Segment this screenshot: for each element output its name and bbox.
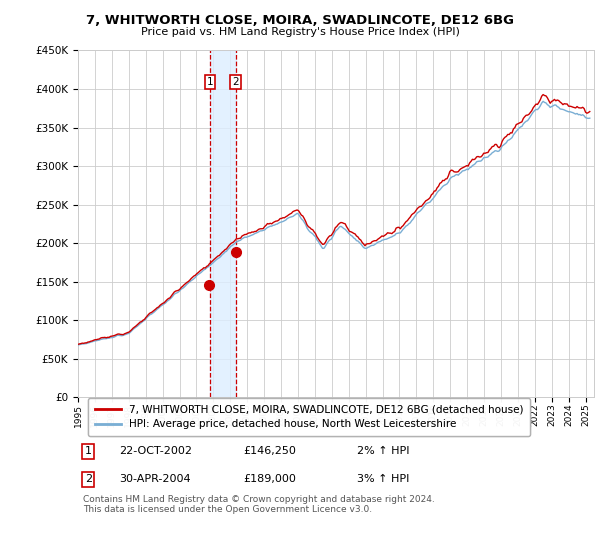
Text: £146,250: £146,250	[243, 446, 296, 456]
Text: 7, WHITWORTH CLOSE, MOIRA, SWADLINCOTE, DE12 6BG: 7, WHITWORTH CLOSE, MOIRA, SWADLINCOTE, …	[86, 14, 514, 27]
Text: 30-APR-2004: 30-APR-2004	[119, 474, 191, 484]
Text: 3% ↑ HPI: 3% ↑ HPI	[356, 474, 409, 484]
Legend: 7, WHITWORTH CLOSE, MOIRA, SWADLINCOTE, DE12 6BG (detached house), HPI: Average : 7, WHITWORTH CLOSE, MOIRA, SWADLINCOTE, …	[88, 398, 530, 436]
Text: 2% ↑ HPI: 2% ↑ HPI	[356, 446, 409, 456]
Text: 1: 1	[85, 446, 92, 456]
Text: 2: 2	[85, 474, 92, 484]
Bar	[210, 50, 236, 398]
Text: 1: 1	[206, 77, 213, 87]
Text: 22-OCT-2002: 22-OCT-2002	[119, 446, 192, 456]
Text: £189,000: £189,000	[243, 474, 296, 484]
Text: Price paid vs. HM Land Registry's House Price Index (HPI): Price paid vs. HM Land Registry's House …	[140, 27, 460, 37]
Text: 2: 2	[233, 77, 239, 87]
Text: Contains HM Land Registry data © Crown copyright and database right 2024.
This d: Contains HM Land Registry data © Crown c…	[83, 494, 435, 514]
